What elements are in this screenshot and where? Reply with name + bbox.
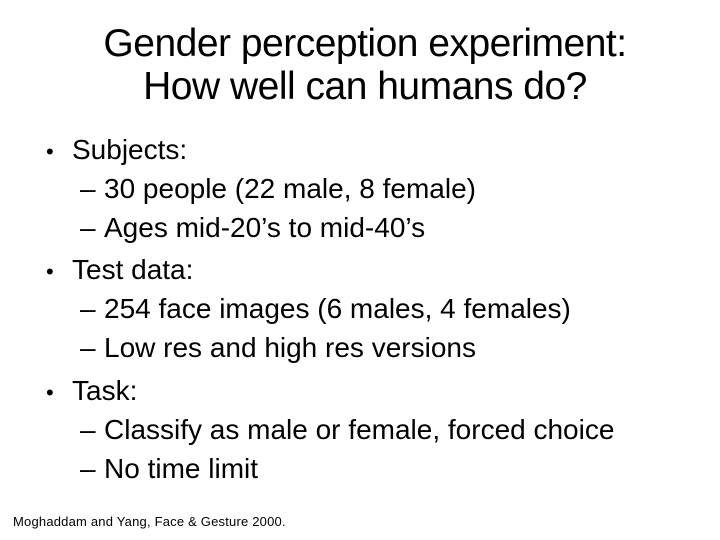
dash-icon: – — [80, 332, 96, 363]
bullet-item-task: • Task: — [0, 371, 720, 410]
bullet-list: • Subjects: –30 people (22 male, 8 female… — [0, 130, 720, 488]
dash-icon: – — [80, 414, 96, 445]
sub-bullet-text: Classify as male or female, forced choic… — [104, 414, 615, 445]
sub-bullet-item: –30 people (22 male, 8 female) — [0, 169, 720, 208]
bullet-dot-icon: • — [46, 259, 54, 284]
dash-icon: – — [80, 453, 96, 484]
title-line-2: How well can humans do? — [143, 65, 587, 108]
bullet-item-subjects: • Subjects: — [0, 130, 720, 169]
bullet-dot-icon: • — [46, 139, 54, 164]
dash-icon: – — [80, 293, 96, 324]
sub-bullet-item: – Classify as male or female, forced choi… — [0, 410, 720, 449]
bullet-label: Subjects: — [72, 134, 188, 165]
sub-bullet-text: 254 face images (6 males, 4 females) — [104, 293, 571, 324]
sub-bullet-text: Ages mid-20’s to mid-40’s — [104, 212, 426, 243]
dash-icon: – — [80, 173, 96, 204]
dash-icon: – — [80, 212, 96, 243]
sub-bullet-item: –254 face images (6 males, 4 females) — [0, 289, 720, 328]
bullet-label: Task: — [72, 375, 138, 406]
page-title: Gender perception experiment: How well c… — [10, 22, 720, 108]
citation: Moghaddam and Yang, Face & Gesture 2000. — [13, 514, 286, 529]
sub-bullet-item: – No time limit — [0, 449, 720, 488]
sub-bullet-item: – Low res and high res versions — [0, 328, 720, 367]
title-line-1: Gender perception experiment: — [103, 22, 627, 65]
bullet-label: Test data: — [72, 254, 194, 285]
sub-bullet-text: 30 people (22 male, 8 female) — [104, 173, 476, 204]
bullet-dot-icon: • — [46, 380, 54, 405]
bullet-item-test-data: • Test data: — [0, 250, 720, 289]
sub-bullet-item: – Ages mid-20’s to mid-40’s — [0, 208, 720, 247]
sub-bullet-text: No time limit — [104, 453, 259, 484]
sub-bullet-text: Low res and high res versions — [104, 332, 476, 363]
